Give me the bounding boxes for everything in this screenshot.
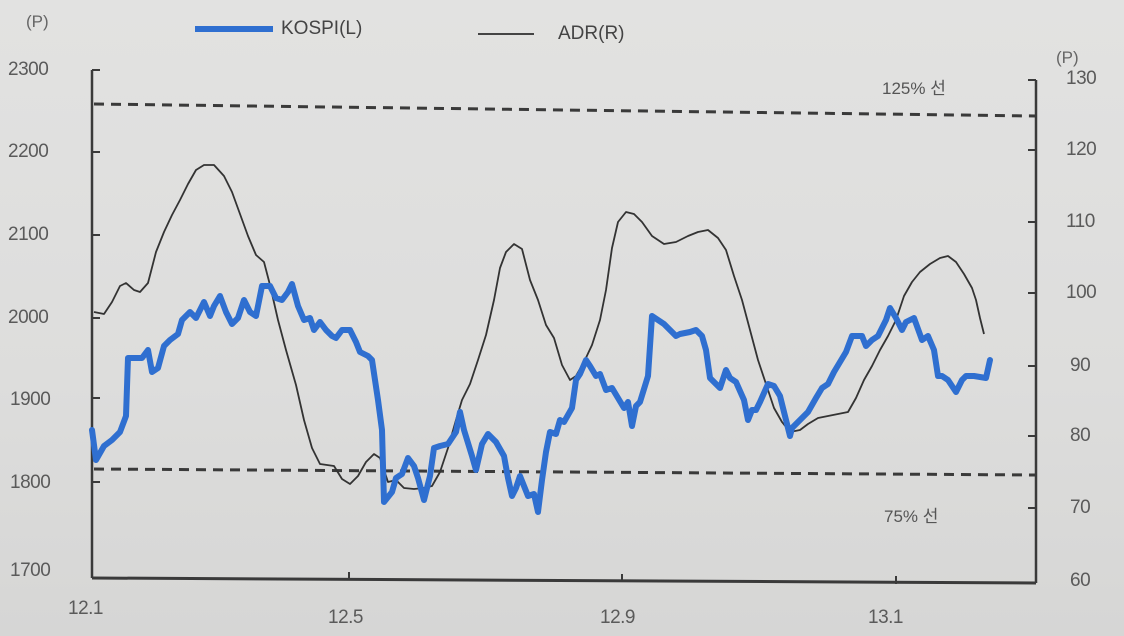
ref-line-125-label: 125% 선 xyxy=(882,79,946,98)
right-tick-70: 70 xyxy=(1070,497,1091,518)
kospi-series-line xyxy=(89,281,993,515)
legend-adr-label: ADR(R) xyxy=(558,23,625,44)
left-tick-2200: 2200 xyxy=(8,141,49,162)
right-tick-60: 60 xyxy=(1070,570,1091,591)
legend-adr: ADR(R) xyxy=(478,23,625,45)
left-tick-2300: 2300 xyxy=(8,59,49,80)
legend-kospi-swatch-icon xyxy=(195,26,273,32)
legend-adr-swatch-icon xyxy=(478,33,534,35)
left-tick-2000: 2000 xyxy=(8,307,49,328)
ref-line-75-label: 75% 선 xyxy=(884,507,939,526)
right-tick-130: 130 xyxy=(1066,68,1097,89)
legend-kospi-label: KOSPI(L) xyxy=(281,18,363,39)
left-tick-1700: 1700 xyxy=(10,560,51,581)
right-axis-unit: (P) xyxy=(1056,48,1079,67)
right-tick-90: 90 xyxy=(1070,355,1091,376)
left-axis-unit: (P) xyxy=(26,12,49,31)
left-tick-1800: 1800 xyxy=(10,472,51,493)
right-tick-110: 110 xyxy=(1066,211,1095,232)
axes xyxy=(90,69,1038,585)
x-tick-12-1: 12.1 xyxy=(68,598,103,619)
ref-line-125 xyxy=(93,102,1037,118)
ref-line-75 xyxy=(93,467,1037,477)
right-tick-80: 80 xyxy=(1070,425,1091,446)
left-tick-2100: 2100 xyxy=(8,224,49,245)
right-tick-100: 100 xyxy=(1066,282,1097,303)
legend-kospi: KOSPI(L) xyxy=(195,18,362,40)
x-tick-13-1: 13.1 xyxy=(868,607,903,628)
x-tick-12-5: 12.5 xyxy=(328,607,363,628)
x-tick-12-9: 12.9 xyxy=(600,607,635,628)
left-tick-1900: 1900 xyxy=(10,389,51,410)
right-tick-120: 120 xyxy=(1066,139,1097,160)
adr-series-line xyxy=(93,164,985,490)
